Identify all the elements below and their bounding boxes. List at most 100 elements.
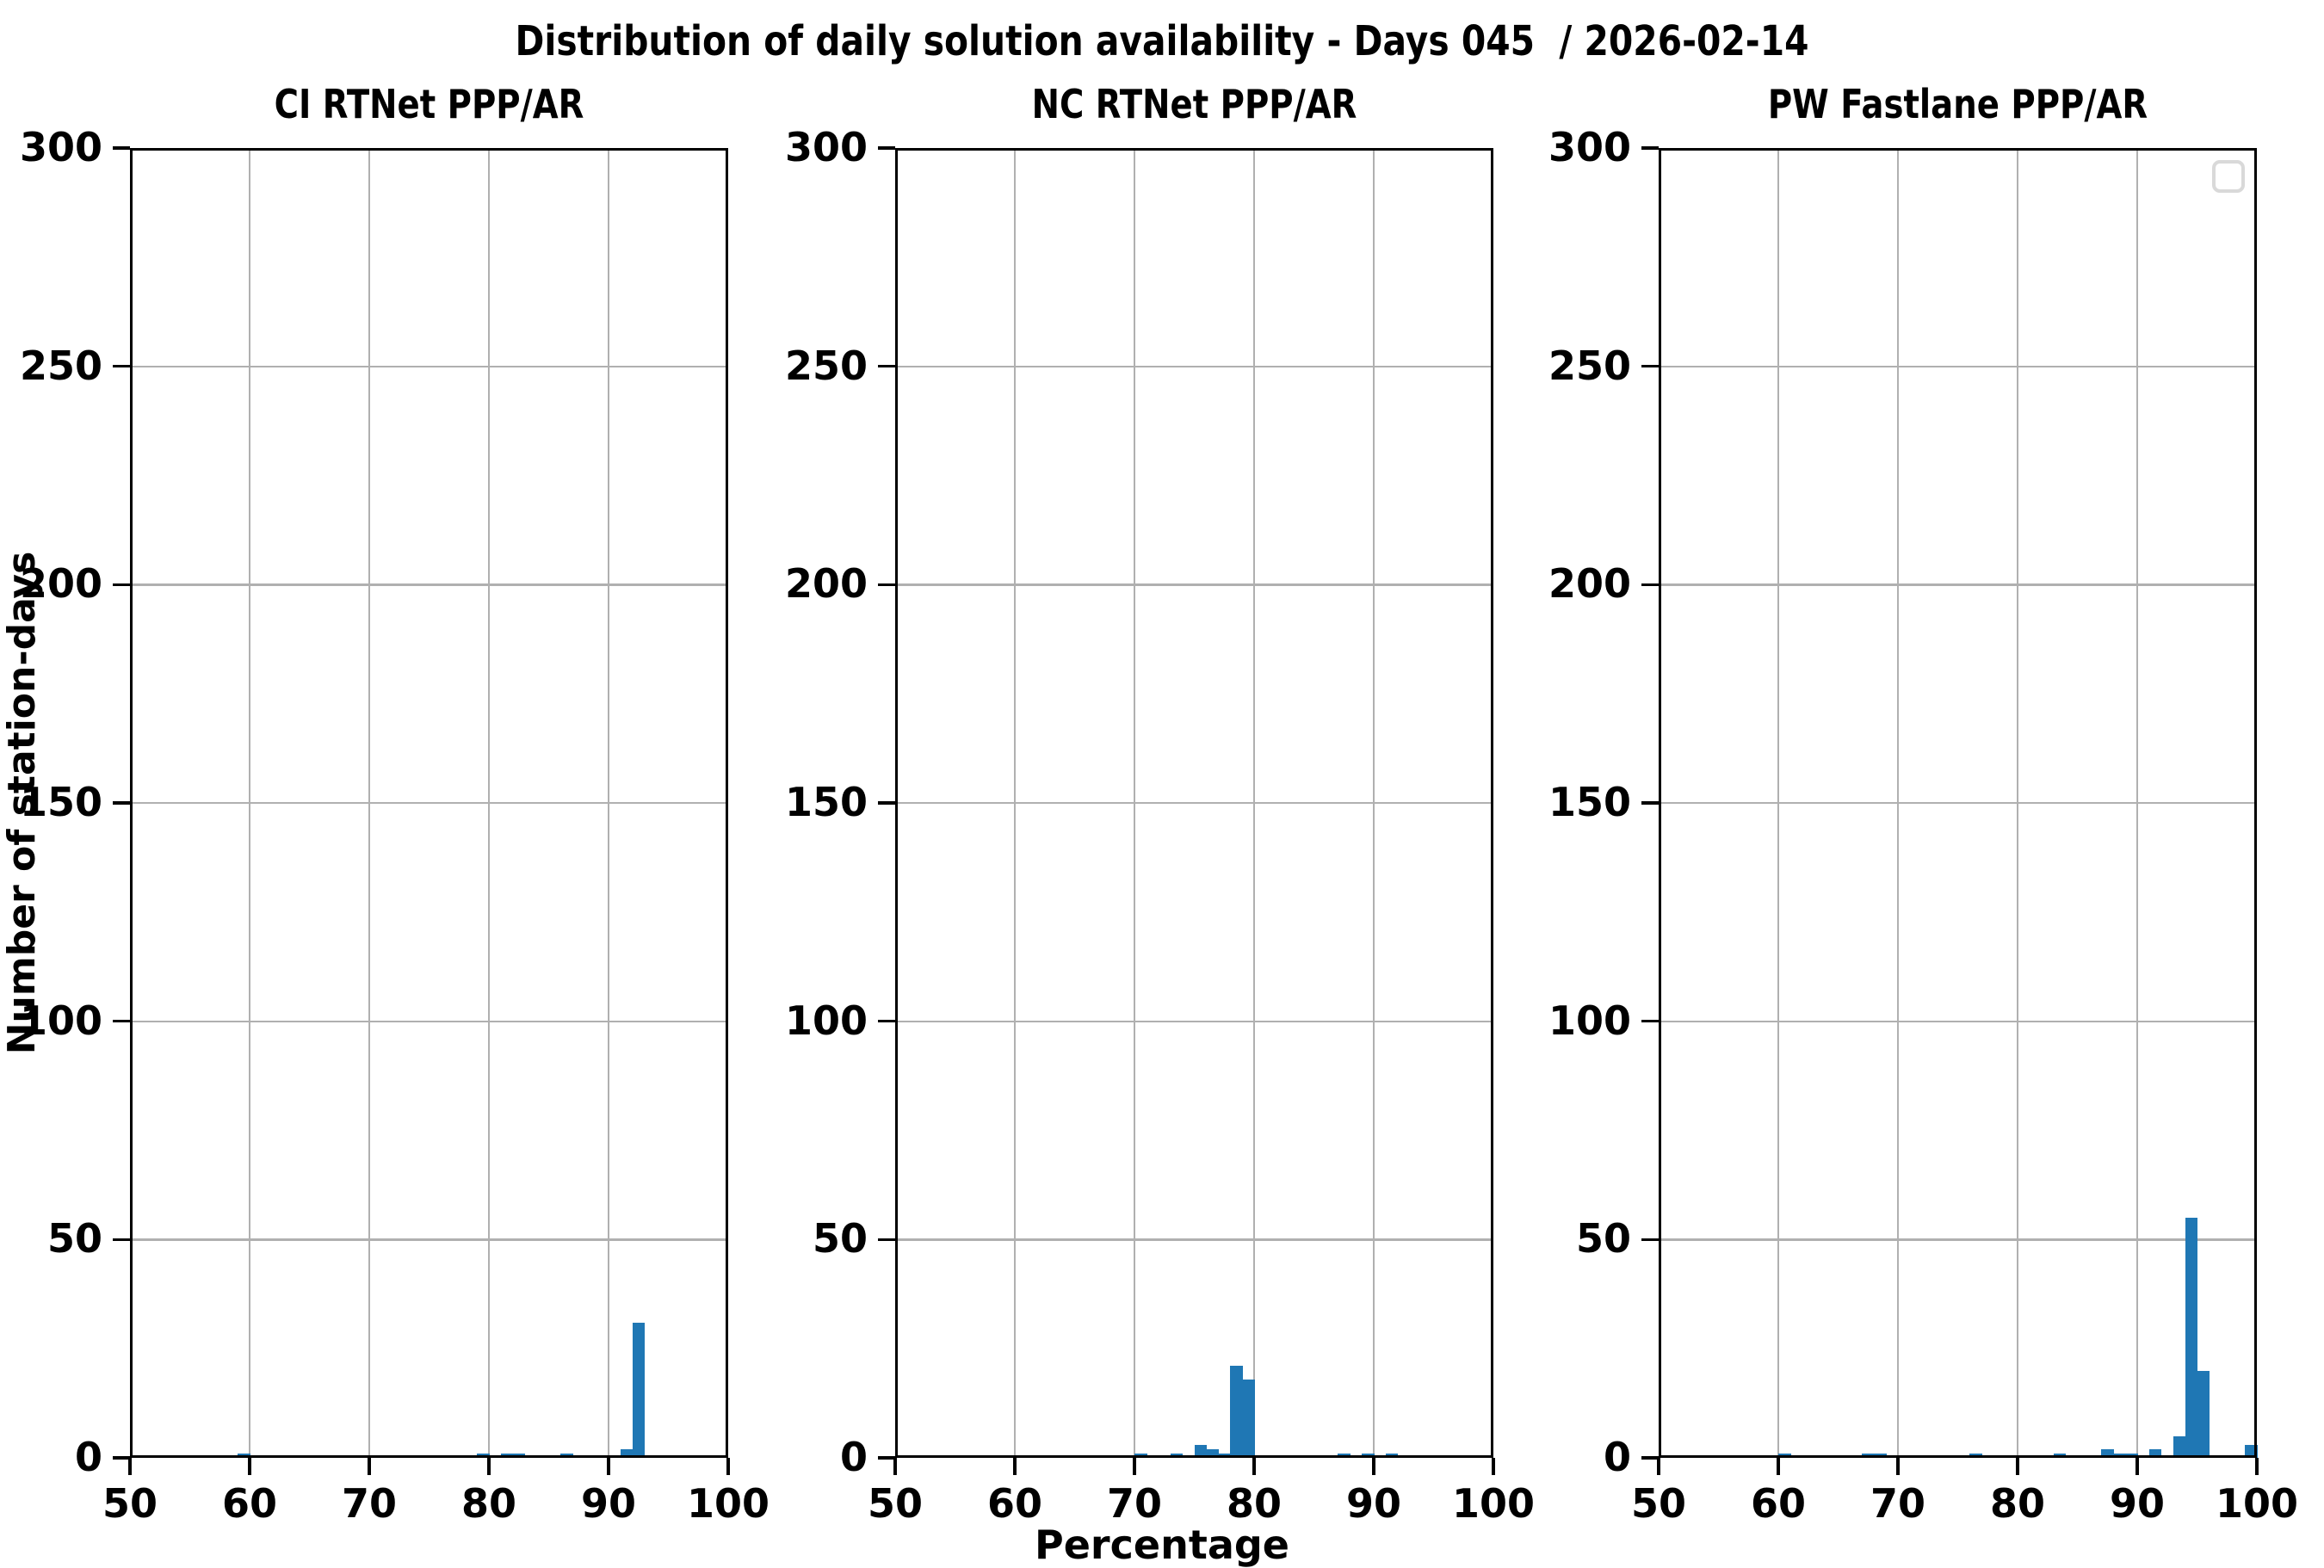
- empty-legend-box: [2212, 160, 2245, 193]
- x-tick-label: 70: [1106, 1480, 1163, 1527]
- subplot-nc-rtnet-ppp-ar: NC RTNet PPP/AR 50 60 70 80 90 100 0 50 100 150 20…: [785, 0, 1535, 1549]
- y-tick-mark: [113, 364, 130, 368]
- x-tick-label: 100: [2215, 1480, 2299, 1527]
- x-tick-mark: [1777, 1458, 1780, 1475]
- histogram-bar: [2185, 1217, 2198, 1458]
- histogram-bar: [2113, 1453, 2126, 1458]
- x-tick-mark: [248, 1458, 251, 1475]
- grid-line-horizontal: [130, 802, 728, 805]
- x-tick-label: 50: [1630, 1480, 1687, 1527]
- y-tick-mark: [878, 801, 895, 805]
- grid-line-horizontal: [895, 802, 1493, 805]
- grid-line-horizontal: [1659, 1238, 2257, 1241]
- x-tick-mark: [1013, 1458, 1017, 1475]
- histogram-bar: [2101, 1448, 2114, 1458]
- histogram-bar: [2148, 1448, 2162, 1458]
- y-tick-label: 50: [46, 1215, 102, 1262]
- grid-line-horizontal: [130, 365, 728, 367]
- y-tick-label: 250: [1548, 342, 1631, 389]
- histogram-bar: [1338, 1453, 1351, 1458]
- grid-line-horizontal: [130, 583, 728, 586]
- figure-title: Distribution of daily solution availabil…: [515, 17, 1809, 65]
- grid-line-horizontal: [1659, 365, 2257, 367]
- grid-line-horizontal: [1659, 583, 2257, 586]
- y-tick-label: 150: [19, 778, 102, 825]
- y-tick-label: 150: [1548, 778, 1631, 825]
- x-tick-mark: [1133, 1458, 1136, 1475]
- x-tick-label: 50: [867, 1480, 924, 1527]
- x-axis-label: Percentage: [1035, 1522, 1289, 1568]
- x-tick-mark: [1896, 1458, 1900, 1475]
- y-tick-mark: [878, 364, 895, 368]
- x-tick-mark: [128, 1458, 132, 1475]
- histogram-bar: [1134, 1453, 1147, 1458]
- x-tick-label: 50: [102, 1480, 158, 1527]
- histogram-bar: [1206, 1448, 1219, 1458]
- x-tick-label: 60: [221, 1480, 278, 1527]
- y-tick-mark: [1641, 801, 1659, 805]
- x-tick-label: 90: [2109, 1480, 2166, 1527]
- y-tick-label: 100: [19, 997, 102, 1044]
- histogram-bar: [1862, 1453, 1875, 1458]
- histogram-bar: [632, 1322, 646, 1458]
- x-tick-mark: [607, 1458, 610, 1475]
- y-tick-label: 50: [1575, 1215, 1631, 1262]
- y-tick-label: 300: [784, 123, 868, 170]
- y-tick-label: 200: [19, 560, 102, 608]
- histogram-bar: [1969, 1453, 1982, 1458]
- y-tick-mark: [113, 146, 130, 150]
- subplot-ci-rtnet-ppp-ar: CI RTNet PPP/AR 50 60 70 80 90 100 0 50 100 150 20…: [20, 0, 770, 1549]
- histogram-bar: [2197, 1370, 2210, 1458]
- x-tick-label: 70: [1870, 1480, 1926, 1527]
- histogram-bar: [1874, 1453, 1887, 1458]
- y-tick-label: 0: [1603, 1433, 1631, 1480]
- x-tick-label: 80: [1989, 1480, 2046, 1527]
- histogram-bar: [500, 1453, 514, 1458]
- y-tick-label: 50: [812, 1215, 868, 1262]
- y-tick-mark: [1641, 1456, 1659, 1460]
- grid-line-horizontal: [130, 1020, 728, 1022]
- x-tick-mark: [487, 1458, 491, 1475]
- y-tick-mark: [113, 801, 130, 805]
- y-tick-label: 250: [19, 342, 102, 389]
- y-tick-label: 0: [839, 1433, 868, 1480]
- y-tick-mark: [113, 1456, 130, 1460]
- y-tick-mark: [113, 1019, 130, 1023]
- subplot-title: NC RTNet PPP/AR: [1031, 81, 1357, 127]
- grid-line-horizontal: [130, 1238, 728, 1241]
- x-tick-label: 100: [686, 1480, 770, 1527]
- x-tick-mark: [893, 1458, 897, 1475]
- grid-line-horizontal: [895, 365, 1493, 367]
- x-tick-label: 60: [1750, 1480, 1807, 1527]
- x-tick-label: 80: [460, 1480, 517, 1527]
- x-tick-mark: [726, 1458, 730, 1475]
- histogram-bar: [1385, 1453, 1399, 1458]
- x-tick-mark: [368, 1458, 371, 1475]
- x-tick-mark: [2135, 1458, 2139, 1475]
- y-tick-label: 300: [19, 123, 102, 170]
- histogram-bar: [2245, 1444, 2258, 1458]
- y-tick-mark: [1641, 1238, 1659, 1242]
- subplot-title: CI RTNet PPP/AR: [274, 81, 584, 127]
- y-tick-mark: [878, 1238, 895, 1242]
- y-tick-label: 300: [1548, 123, 1631, 170]
- y-tick-mark: [113, 1238, 130, 1242]
- y-tick-label: 100: [784, 997, 868, 1044]
- histogram-bar: [1218, 1453, 1231, 1458]
- subplot-pw-fastlane-ppp-ar: PW Fastlane PPP/AR 50 60 70 80 90 100 0 50 100 15…: [1548, 0, 2298, 1549]
- histogram-bar: [2053, 1453, 2067, 1458]
- x-tick-mark: [1372, 1458, 1375, 1475]
- grid-line-horizontal: [895, 583, 1493, 586]
- grid-line-horizontal: [1659, 1020, 2257, 1022]
- x-tick-mark: [1492, 1458, 1495, 1475]
- y-tick-mark: [113, 583, 130, 587]
- y-tick-label: 250: [784, 342, 868, 389]
- x-tick-label: 70: [341, 1480, 398, 1527]
- grid-line-horizontal: [1659, 802, 2257, 805]
- histogram-bar: [1242, 1379, 1255, 1458]
- y-tick-label: 150: [784, 778, 868, 825]
- histogram-bar: [512, 1453, 526, 1458]
- x-tick-mark: [2016, 1458, 2019, 1475]
- y-tick-mark: [878, 1019, 895, 1023]
